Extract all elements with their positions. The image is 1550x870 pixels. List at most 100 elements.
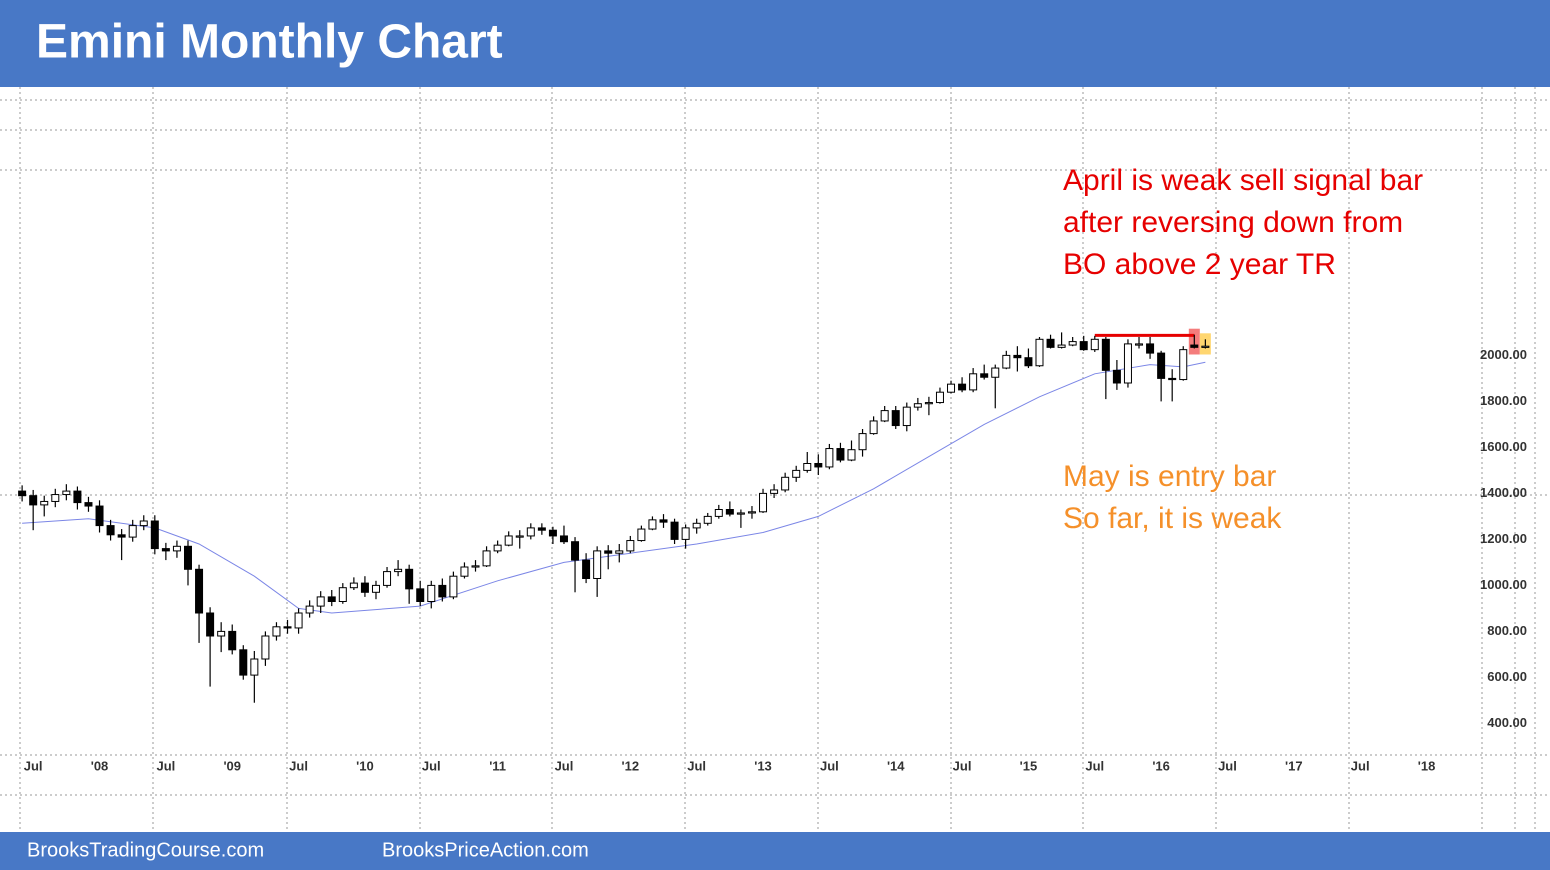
candle-body: [250, 658, 259, 676]
plot-area: 400.00 600.00 800.00 1000.00 1200.00 1400.00 1…: [18, 301, 1527, 730]
x-tick-label: '12: [622, 758, 640, 773]
candle-body: [1179, 349, 1188, 381]
y-tick-label: 1600.00: [1480, 439, 1527, 454]
candle-body: [18, 490, 27, 497]
candle-body: [1057, 344, 1066, 348]
frame-lines: [0, 87, 1550, 832]
candle-body: [1157, 352, 1166, 379]
candle-body: [759, 492, 768, 513]
x-tick-label: '13: [754, 758, 772, 773]
candle-body: [1201, 345, 1210, 348]
candle-body: [106, 525, 115, 536]
candle-body: [703, 515, 712, 524]
candle-body: [272, 626, 281, 637]
candle-body: [283, 626, 292, 629]
candle-body: [637, 528, 646, 542]
y-tick-label: 400.00: [1487, 715, 1527, 730]
candle-body: [183, 545, 192, 570]
x-tick-label: Jul: [555, 758, 574, 773]
candle-body: [1112, 369, 1121, 384]
candle-body: [117, 534, 126, 538]
candle-body: [427, 584, 436, 603]
candle-body: [1002, 354, 1011, 369]
candle-body: [1101, 338, 1110, 371]
annotation: May is entry bar: [1063, 460, 1276, 493]
candle-body: [803, 463, 812, 471]
candle-body: [615, 550, 624, 554]
candle-body: [73, 490, 82, 504]
x-tick-label: Jul: [289, 758, 308, 773]
candle-body: [747, 511, 756, 514]
header-bar: [0, 0, 1550, 87]
candle-body: [449, 575, 458, 598]
candle-body: [991, 367, 1000, 378]
candle-body: [902, 406, 911, 427]
candle-body: [482, 550, 491, 567]
candle-body: [338, 587, 347, 603]
candle-body: [394, 568, 403, 573]
candle-body: [1146, 343, 1155, 354]
candle-body: [84, 502, 93, 507]
candle-body: [493, 544, 502, 552]
x-tick-label: Jul: [422, 758, 441, 773]
candle-body: [947, 383, 956, 393]
candle-body: [1190, 344, 1199, 348]
x-tick-label: '18: [1418, 758, 1436, 773]
candle-body: [604, 550, 613, 554]
candle-body: [935, 391, 944, 404]
candle-body: [1024, 357, 1033, 367]
candle-body: [228, 630, 237, 651]
candle-body: [29, 495, 38, 506]
candle-body: [128, 525, 137, 538]
x-tick-label: '09: [223, 758, 241, 773]
annotation: April is weak sell signal bar: [1063, 164, 1423, 197]
candle-body: [504, 535, 513, 546]
candle-body: [692, 522, 701, 529]
candle-body: [670, 521, 679, 540]
y-tick-label: 2200.00: [1480, 301, 1527, 316]
candle-body: [206, 612, 215, 637]
x-tick-label: Jul: [820, 758, 839, 773]
y-tick-label: 1400.00: [1480, 485, 1527, 500]
x-tick-label: '17: [1285, 758, 1303, 773]
footer-link: BrooksTradingCourse.com: [27, 839, 264, 861]
candle-body: [383, 571, 392, 586]
candle-body: [1168, 377, 1177, 381]
x-tick-label: Jul: [1085, 758, 1104, 773]
candle-body: [869, 420, 878, 435]
candle-body: [40, 500, 49, 506]
candle-body: [371, 584, 380, 593]
candle-body: [195, 568, 204, 614]
candle-body: [405, 568, 414, 590]
candle-body: [958, 383, 967, 391]
candle-body: [1079, 341, 1088, 351]
candle-body: [1013, 354, 1022, 359]
candle-body: [681, 527, 690, 540]
candle-body: [792, 469, 801, 478]
candle-body: [349, 582, 358, 589]
candle-body: [725, 509, 734, 515]
x-tick-label: '11: [489, 758, 506, 773]
candle-body: [836, 448, 845, 461]
x-tick-label: '10: [356, 758, 374, 773]
x-tick-label: Jul: [24, 758, 43, 773]
y-tick-label: 1200.00: [1480, 531, 1527, 546]
candle-body: [526, 527, 535, 537]
candle-body: [239, 649, 248, 676]
candle-body: [62, 490, 71, 496]
candle-body: [825, 448, 834, 468]
candle-body: [1135, 343, 1144, 346]
footer-bar: [0, 832, 1550, 870]
candle-body: [980, 373, 989, 378]
x-tick-label: Jul: [687, 758, 706, 773]
candle-body: [416, 588, 425, 602]
x-tick-label: Jul: [953, 758, 972, 773]
candle-body: [626, 540, 635, 552]
x-tick-label: Jul: [1218, 758, 1237, 773]
candle-body: [814, 463, 823, 468]
x-tick-label: '15: [1020, 758, 1038, 773]
candle-body: [438, 584, 447, 598]
candle-body: [261, 635, 270, 660]
